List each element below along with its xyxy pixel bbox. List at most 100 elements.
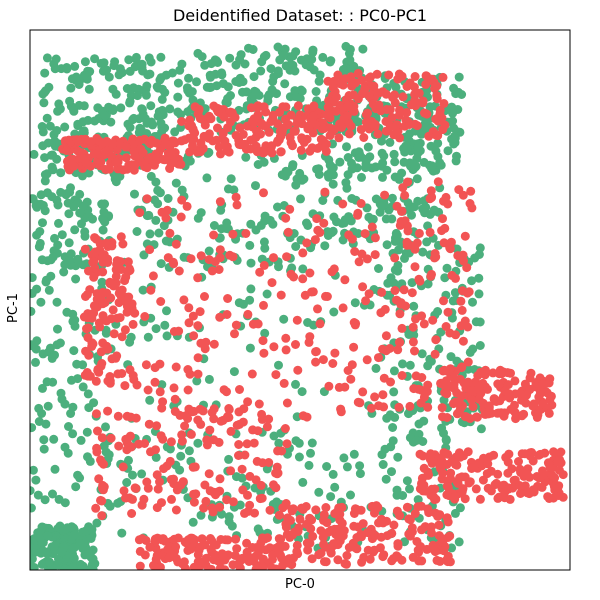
scatter-point [186, 544, 196, 554]
scatter-point [387, 528, 397, 538]
scatter-point [259, 348, 269, 358]
scatter-point [379, 402, 389, 412]
scatter-point [98, 267, 108, 277]
scatter-point [235, 55, 245, 65]
scatter-point [321, 291, 330, 301]
scatter-point [544, 408, 554, 418]
scatter-point [377, 517, 386, 526]
scatter-point [243, 397, 253, 407]
scatter-point [202, 173, 212, 183]
scatter-point [425, 227, 435, 237]
scatter-point [261, 107, 271, 117]
scatter-point [262, 422, 272, 432]
scatter-point [320, 187, 330, 197]
scatter-point [95, 239, 105, 249]
scatter-point [390, 98, 400, 108]
scatter-point [193, 321, 203, 331]
scatter-point [206, 72, 215, 82]
scatter-point [345, 55, 355, 65]
scatter-point [327, 267, 337, 277]
scatter-point [83, 333, 93, 343]
scatter-point [146, 57, 156, 67]
scatter-point [475, 243, 485, 253]
scatter-point [283, 227, 293, 237]
scatter-point [376, 532, 386, 542]
scatter-point [353, 68, 363, 78]
scatter-point [39, 435, 49, 445]
scatter-point [437, 403, 447, 413]
scatter-point [209, 404, 219, 414]
scatter-point [291, 180, 301, 190]
scatter-point [40, 206, 50, 216]
scatter-point [387, 556, 397, 566]
scatter-point [274, 438, 284, 448]
scatter-point [184, 318, 194, 328]
scatter-point [414, 228, 424, 238]
scatter-point [232, 200, 242, 210]
scatter-point [399, 285, 409, 295]
scatter-point [430, 484, 440, 494]
scatter-point [145, 69, 155, 79]
scatter-point [397, 371, 407, 380]
scatter-point [467, 395, 477, 405]
scatter-point [377, 148, 387, 158]
scatter-point [235, 385, 244, 394]
scatter-point [443, 517, 453, 527]
scatter-point [173, 78, 183, 88]
scatter-point [242, 538, 252, 548]
plot-frame [29, 29, 571, 571]
scatter-point [355, 461, 365, 471]
scatter-point [92, 518, 102, 528]
scatter-point [326, 56, 336, 66]
scatter-point [30, 465, 38, 475]
scatter-point [335, 157, 345, 167]
scatter-point [431, 494, 441, 504]
scatter-point [390, 253, 400, 263]
scatter-point [155, 477, 164, 487]
scatter-point [92, 409, 101, 419]
scatter-point [278, 560, 288, 570]
scatter-point [151, 445, 160, 455]
scatter-point [252, 103, 262, 113]
scatter-point [40, 68, 50, 78]
scatter-point [443, 199, 453, 209]
scatter-point [146, 101, 156, 111]
scatter-point [244, 43, 253, 53]
scatter-point [224, 405, 234, 415]
scatter-point [288, 141, 297, 151]
scatter-point [467, 203, 477, 213]
scatter-point [200, 292, 209, 301]
scatter-point [436, 327, 446, 337]
scatter-point [377, 450, 387, 460]
scatter-point [425, 209, 435, 219]
scatter-point [108, 305, 118, 315]
scatter-point [170, 407, 180, 416]
scatter-point [445, 243, 455, 253]
scatter-point [227, 521, 237, 531]
scatter-point [529, 487, 539, 497]
scatter-point [78, 561, 88, 570]
scatter-point [157, 535, 167, 545]
scatter-point [454, 72, 464, 82]
scatter-point [427, 161, 437, 171]
scatter-point [433, 307, 443, 316]
scatter-point [414, 88, 424, 98]
scatter-point [439, 99, 449, 108]
scatter-point [187, 87, 197, 97]
scatter-point [193, 273, 203, 283]
scatter-point [209, 414, 219, 424]
scatter-point [462, 263, 472, 273]
scatter-point [189, 489, 199, 499]
scatter-point [105, 372, 115, 381]
scatter-point [121, 434, 131, 444]
scatter-point [404, 204, 414, 214]
scatter-point [206, 114, 216, 124]
scatter-point [121, 153, 131, 163]
scatter-point [100, 217, 110, 227]
scatter-point [390, 157, 400, 167]
scatter-point [455, 473, 465, 483]
scatter-point [389, 387, 399, 397]
scatter-point [109, 281, 118, 291]
scatter-point [451, 156, 461, 166]
scatter-point [474, 273, 484, 283]
